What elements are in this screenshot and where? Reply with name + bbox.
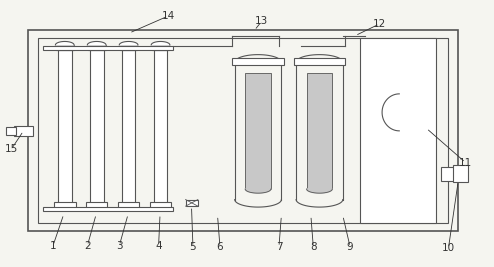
- Bar: [154, 50, 167, 203]
- Bar: [232, 58, 284, 65]
- Bar: [186, 199, 198, 206]
- Text: 6: 6: [217, 242, 223, 252]
- Bar: [56, 45, 74, 50]
- Text: 10: 10: [442, 244, 455, 253]
- Text: 5: 5: [190, 242, 196, 252]
- Bar: [307, 73, 332, 189]
- Polygon shape: [307, 189, 332, 193]
- Bar: [6, 127, 16, 135]
- Text: 9: 9: [347, 242, 354, 252]
- Bar: [122, 50, 135, 203]
- Bar: [293, 58, 345, 65]
- Bar: [360, 38, 436, 223]
- Bar: [43, 207, 173, 211]
- Bar: [90, 50, 104, 203]
- Text: 4: 4: [155, 241, 162, 251]
- Text: 12: 12: [373, 19, 386, 29]
- Bar: [29, 30, 458, 231]
- Bar: [441, 167, 461, 181]
- Polygon shape: [87, 41, 106, 45]
- Text: 13: 13: [255, 16, 268, 26]
- Bar: [88, 45, 106, 50]
- Text: 1: 1: [50, 241, 56, 251]
- Bar: [453, 165, 468, 182]
- Bar: [14, 125, 33, 136]
- Bar: [150, 202, 171, 210]
- Polygon shape: [119, 41, 138, 45]
- Bar: [58, 50, 72, 203]
- Text: 15: 15: [4, 144, 18, 154]
- Text: 7: 7: [276, 242, 282, 252]
- Bar: [43, 46, 173, 50]
- Text: 3: 3: [116, 241, 123, 251]
- Text: 8: 8: [310, 242, 317, 252]
- Polygon shape: [245, 189, 271, 193]
- Bar: [120, 45, 137, 50]
- Text: 14: 14: [162, 11, 175, 21]
- Bar: [245, 73, 271, 189]
- Bar: [54, 202, 76, 210]
- Polygon shape: [55, 41, 74, 45]
- Polygon shape: [151, 41, 170, 45]
- Bar: [38, 38, 449, 223]
- Text: 11: 11: [459, 158, 472, 168]
- Bar: [118, 202, 139, 210]
- Bar: [152, 45, 169, 50]
- Bar: [86, 202, 108, 210]
- Text: 2: 2: [84, 241, 91, 251]
